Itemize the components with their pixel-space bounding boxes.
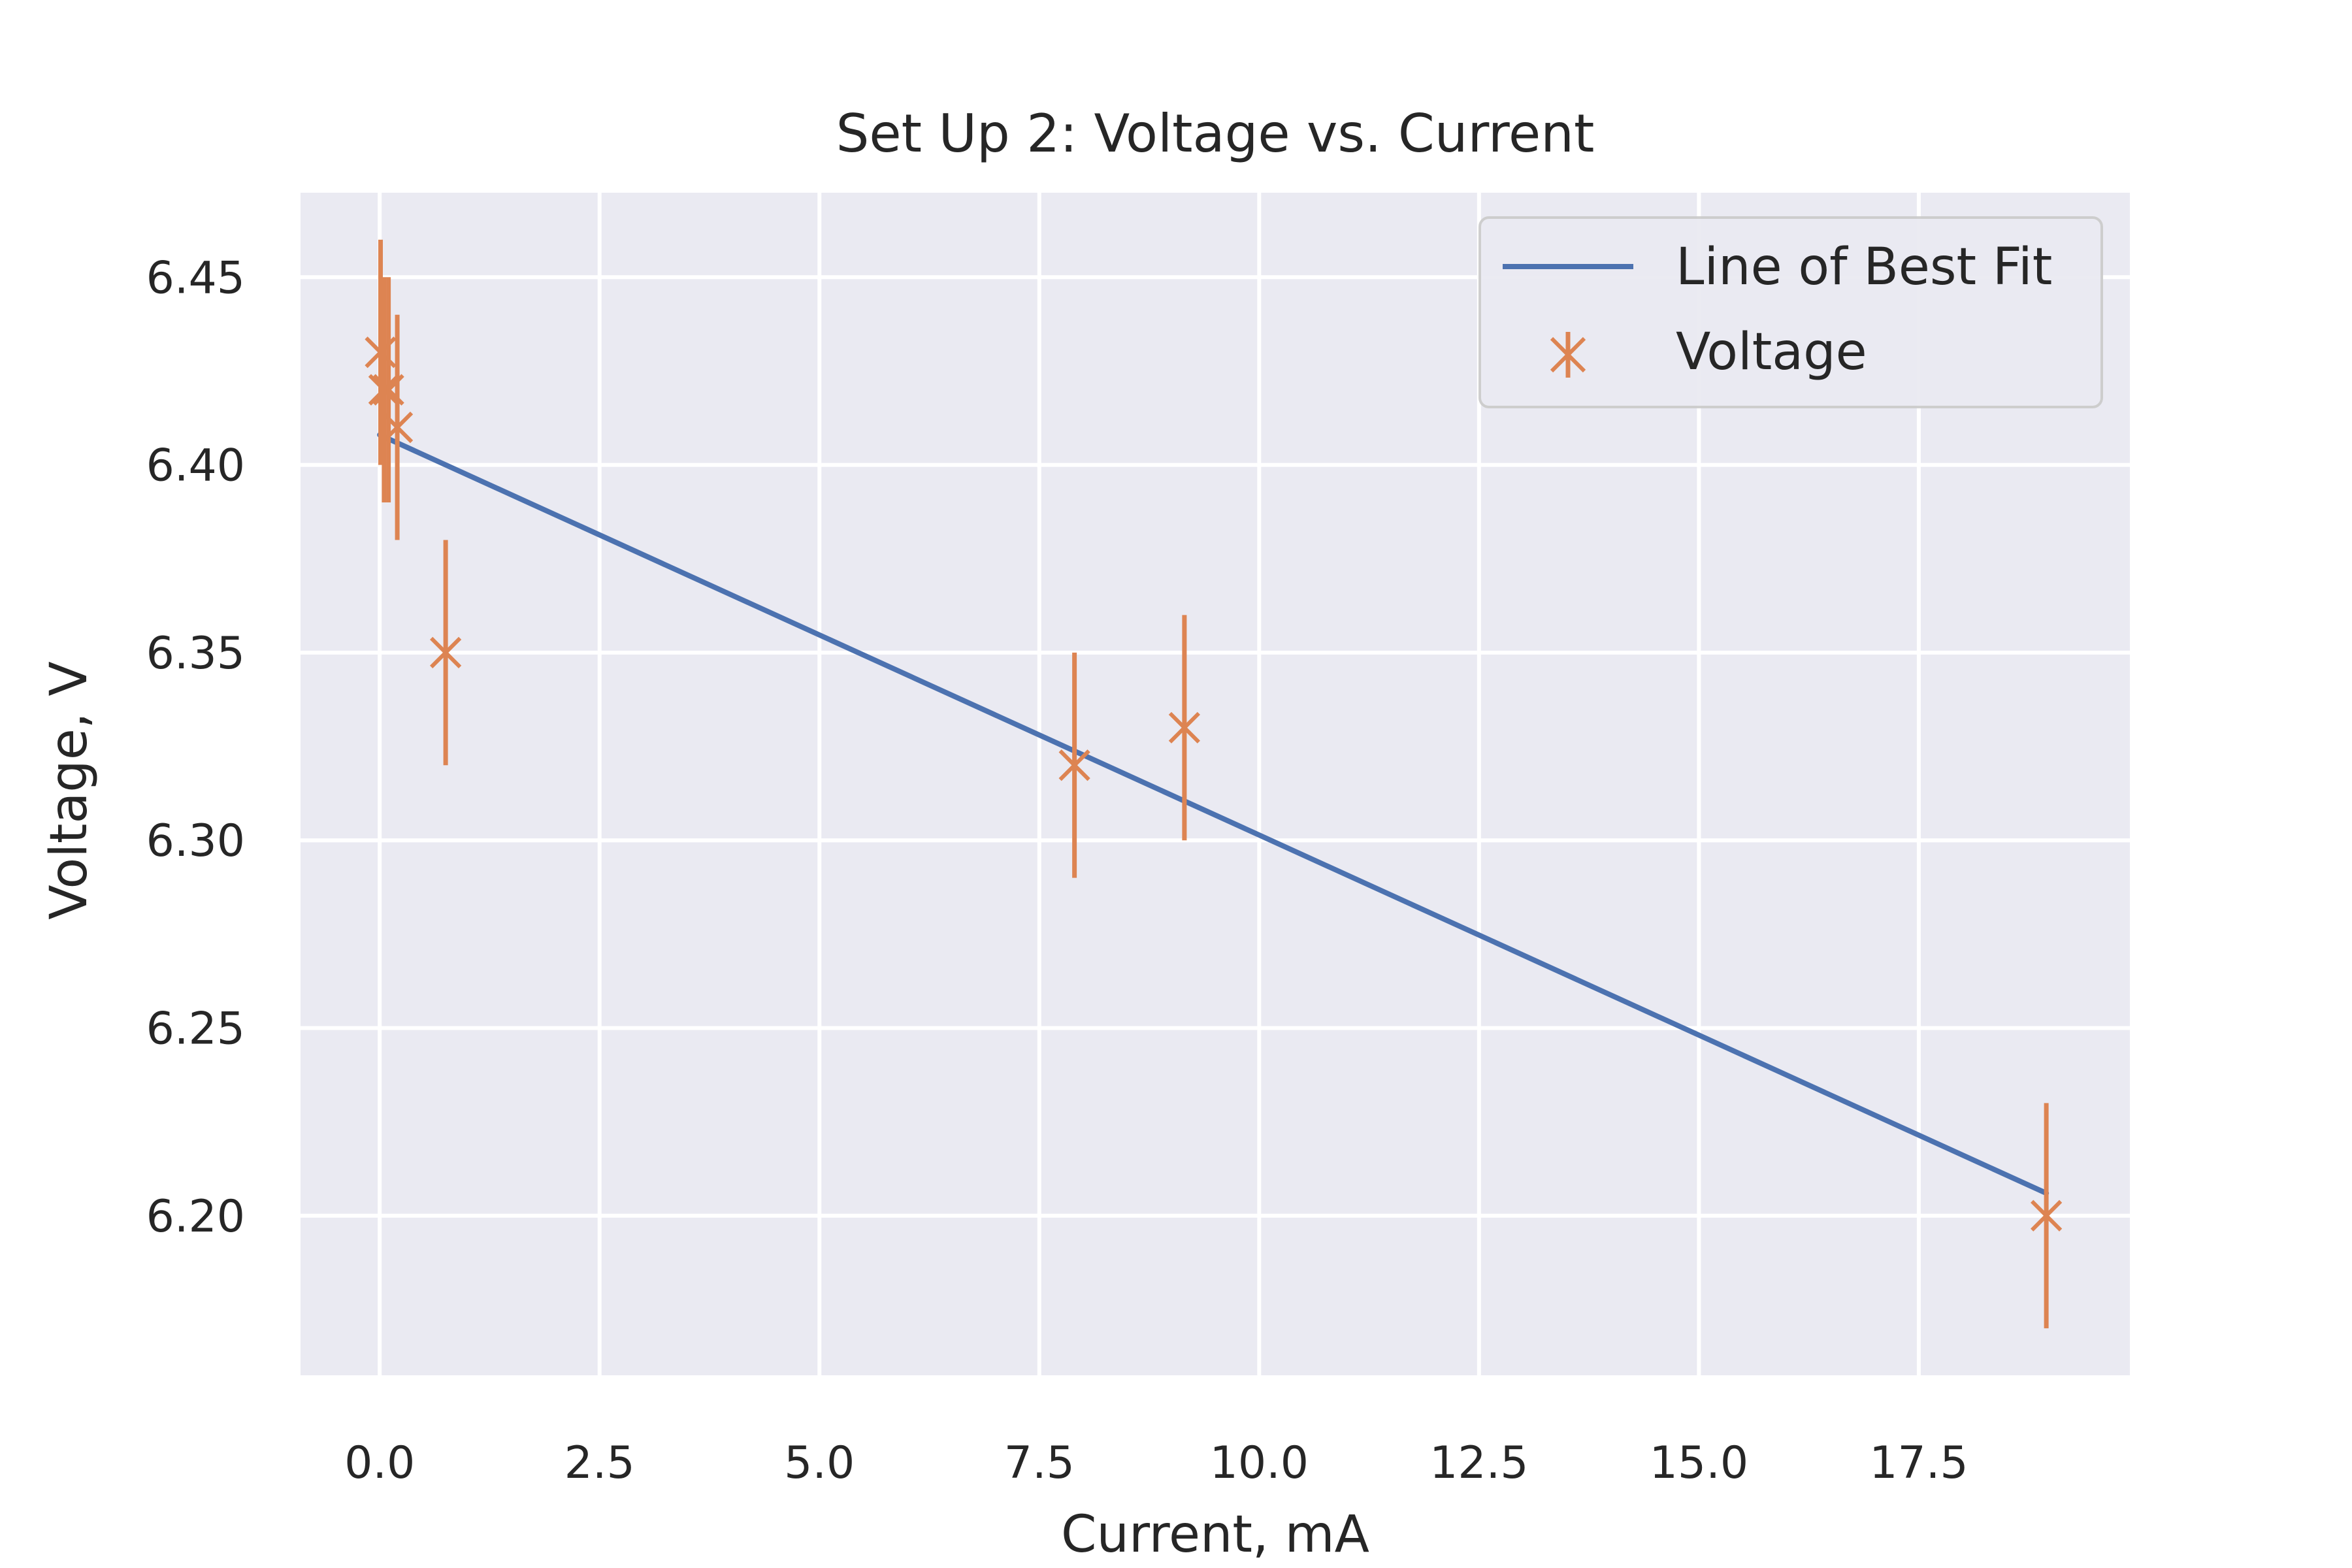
x-marker-stroke [1168,711,1201,743]
x-tick-label: 0.0 [344,1437,415,1489]
x-marker-stroke [2030,1200,2063,1232]
legend: Line of Best Fit Voltage [1478,216,2103,408]
x-marker-stroke [381,412,414,444]
legend-box [1478,216,2103,408]
x-marker-stroke [1058,749,1090,781]
legend-label-fit: Line of Best Fit [1676,238,2052,297]
x-tick-label: 10.0 [1210,1437,1309,1489]
y-tick-label: 6.20 [146,1191,245,1243]
y-tick-label: 6.40 [146,440,245,492]
voltage-point [1168,615,1201,841]
y-axis-label: Voltage, V [40,661,99,920]
chart-title: Set Up 2: Voltage vs. Current [836,103,1595,164]
voltage-point [381,314,414,540]
voltage-point [429,540,462,766]
y-tick-label: 6.30 [146,815,245,867]
x-marker-stroke [368,374,400,406]
voltage-point [1058,652,1090,878]
voltage-points [365,239,2063,1329]
legend-label-voltage: Voltage [1676,323,1867,382]
x-tick-label: 17.5 [1869,1437,1968,1489]
x-axis-label: Current, mA [1061,1505,1369,1564]
x-tick-label: 7.5 [1004,1437,1075,1489]
y-tick-label: 6.35 [146,628,245,679]
best-fit-line [377,432,2050,1196]
voltage-point [2030,1103,2063,1329]
x-tick-labels: 0.0 2.5 5.0 7.5 10.0 12.5 15.0 17.5 [344,1437,1968,1489]
x-tick-label: 15.0 [1650,1437,1748,1489]
y-tick-label: 6.45 [146,252,245,304]
y-tick-labels: 6.20 6.25 6.30 6.35 6.40 6.45 [146,252,245,1243]
x-marker-stroke [429,636,462,669]
x-tick-label: 2.5 [564,1437,635,1489]
best-fit-line-path [377,432,2050,1196]
y-tick-label: 6.25 [146,1003,245,1054]
voltage-point [368,277,400,503]
x-tick-label: 12.5 [1429,1437,1528,1489]
x-tick-label: 5.0 [784,1437,855,1489]
legend-marker-swatch [1550,332,1586,378]
